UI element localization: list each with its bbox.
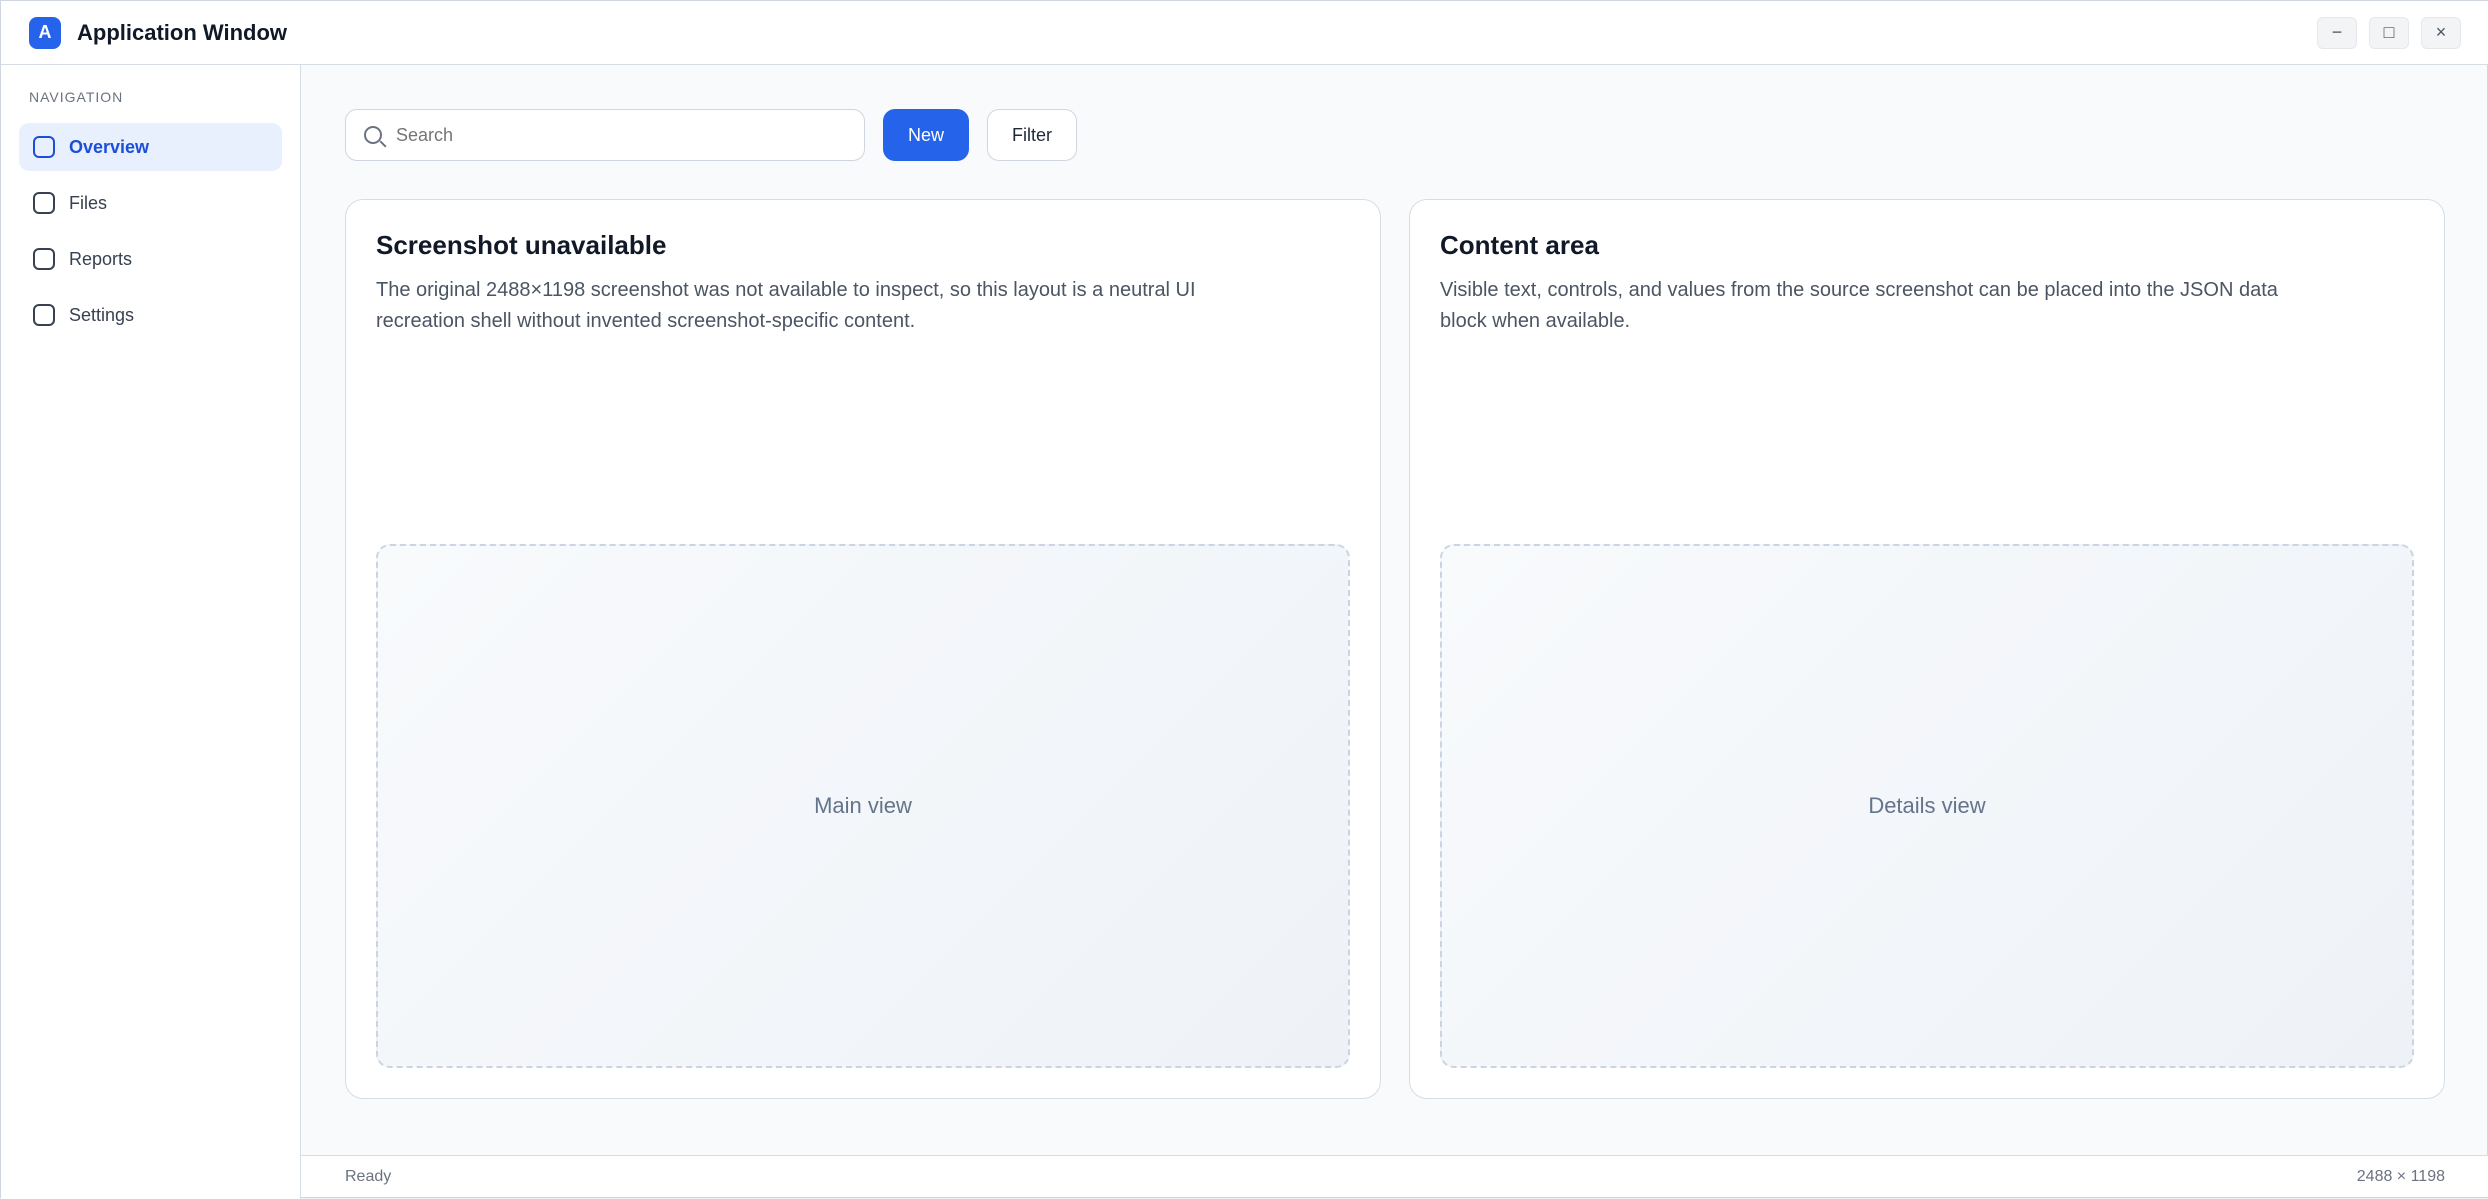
sidebar-item-files[interactable]: Files	[19, 179, 282, 227]
search-box[interactable]	[345, 109, 865, 161]
secondary-panel-title: Content area	[1440, 230, 1599, 260]
gear-icon	[33, 304, 55, 326]
toolbar: New Filter	[345, 99, 2445, 171]
sidebar-item-label: Overview	[69, 136, 150, 157]
primary-panel-title: Screenshot unavailable	[376, 230, 667, 260]
sidebar-item-reports[interactable]: Reports	[19, 235, 282, 283]
app-icon: A	[29, 16, 61, 49]
details-view-placeholder: Details view	[1440, 544, 2414, 1068]
status-left: Ready	[345, 1167, 392, 1185]
sidebar-item-label: Settings	[69, 304, 135, 325]
window-title: Application Window	[77, 19, 287, 45]
sidebar-title: Navigation	[29, 89, 124, 105]
content-area: Navigation Overview Files Reports Settin…	[1, 65, 2488, 1199]
filter-button[interactable]: Filter	[987, 109, 1078, 161]
title-bar: A Application Window − □ ×	[1, 1, 2488, 65]
home-icon	[33, 136, 55, 158]
sidebar-item-overview[interactable]: Overview	[19, 123, 282, 171]
new-button[interactable]: New	[883, 109, 970, 161]
status-bar: Ready 2488 × 1198	[301, 1155, 2488, 1197]
search-input[interactable]	[394, 123, 828, 147]
sidebar-item-label: Reports	[69, 248, 133, 269]
secondary-panel: Content area Visible text, controls, and…	[1409, 199, 2445, 1099]
primary-panel-text: The original 2488×1198 screenshot was no…	[376, 279, 1196, 332]
window-controls: − □ ×	[2317, 16, 2461, 49]
sidebar-item-settings[interactable]: Settings	[19, 291, 282, 339]
sidebar: Navigation Overview Files Reports Settin…	[1, 65, 301, 1199]
chart-icon	[33, 248, 55, 270]
search-icon	[364, 126, 382, 144]
close-button[interactable]: ×	[2421, 16, 2461, 49]
secondary-panel-text: Visible text, controls, and values from …	[1440, 279, 2278, 332]
sidebar-item-label: Files	[69, 192, 108, 213]
panel-grid: Screenshot unavailable The original 2488…	[345, 199, 2445, 1099]
folder-icon	[33, 192, 55, 214]
main-view-placeholder: Main view	[376, 544, 1350, 1068]
minimize-button[interactable]: −	[2317, 16, 2357, 49]
status-right: 2488 × 1198	[2356, 1167, 2445, 1185]
maximize-button[interactable]: □	[2369, 16, 2409, 49]
primary-panel: Screenshot unavailable The original 2488…	[345, 199, 1381, 1099]
main-panel: New Filter Screenshot unavailable The or…	[301, 65, 2488, 1199]
